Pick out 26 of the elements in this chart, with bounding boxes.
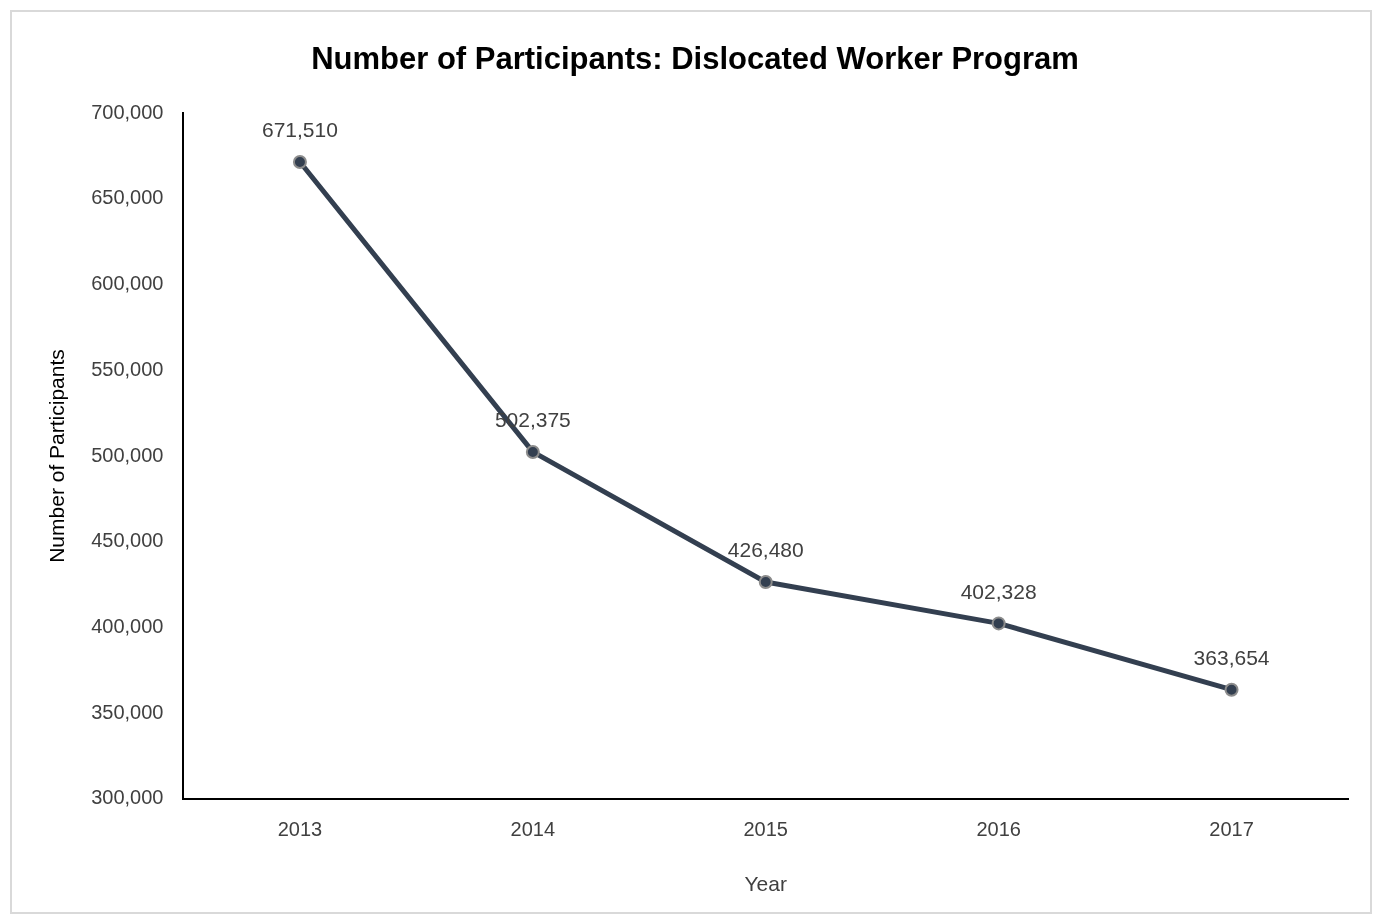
x-tick-label: 2017 (1209, 818, 1254, 841)
y-tick-label: 550,000 (91, 357, 164, 380)
x-tick-label: 2015 (743, 818, 788, 841)
x-axis-title: Year (744, 872, 787, 896)
y-tick-label: 300,000 (91, 786, 164, 809)
y-tick-label: 650,000 (91, 186, 164, 209)
x-tick-label: 2013 (277, 818, 323, 841)
y-tick-label: 500,000 (91, 443, 164, 466)
chart-title: Number of Participants: Dislocated Worker Program (311, 41, 1079, 77)
point (991, 616, 1006, 631)
point (525, 444, 540, 459)
y-tick-label: 600,000 (91, 272, 164, 295)
data-label: 363,654 (1193, 645, 1270, 669)
y-axis-title: Number of Participants (45, 349, 69, 563)
y-tick-label: 400,000 (91, 614, 164, 637)
point (758, 575, 773, 590)
point (1224, 682, 1239, 697)
x-tick-label: 2016 (976, 818, 1021, 841)
y-tick-label: 450,000 (91, 529, 164, 552)
data-label: 426,480 (727, 538, 804, 562)
point (292, 155, 307, 170)
data-label: 671,510 (261, 118, 338, 142)
y-tick-label: 350,000 (91, 700, 164, 723)
data-label: 402,328 (960, 579, 1037, 603)
x-tick-label: 2014 (510, 818, 556, 841)
y-tick-label: 700,000 (91, 100, 164, 123)
